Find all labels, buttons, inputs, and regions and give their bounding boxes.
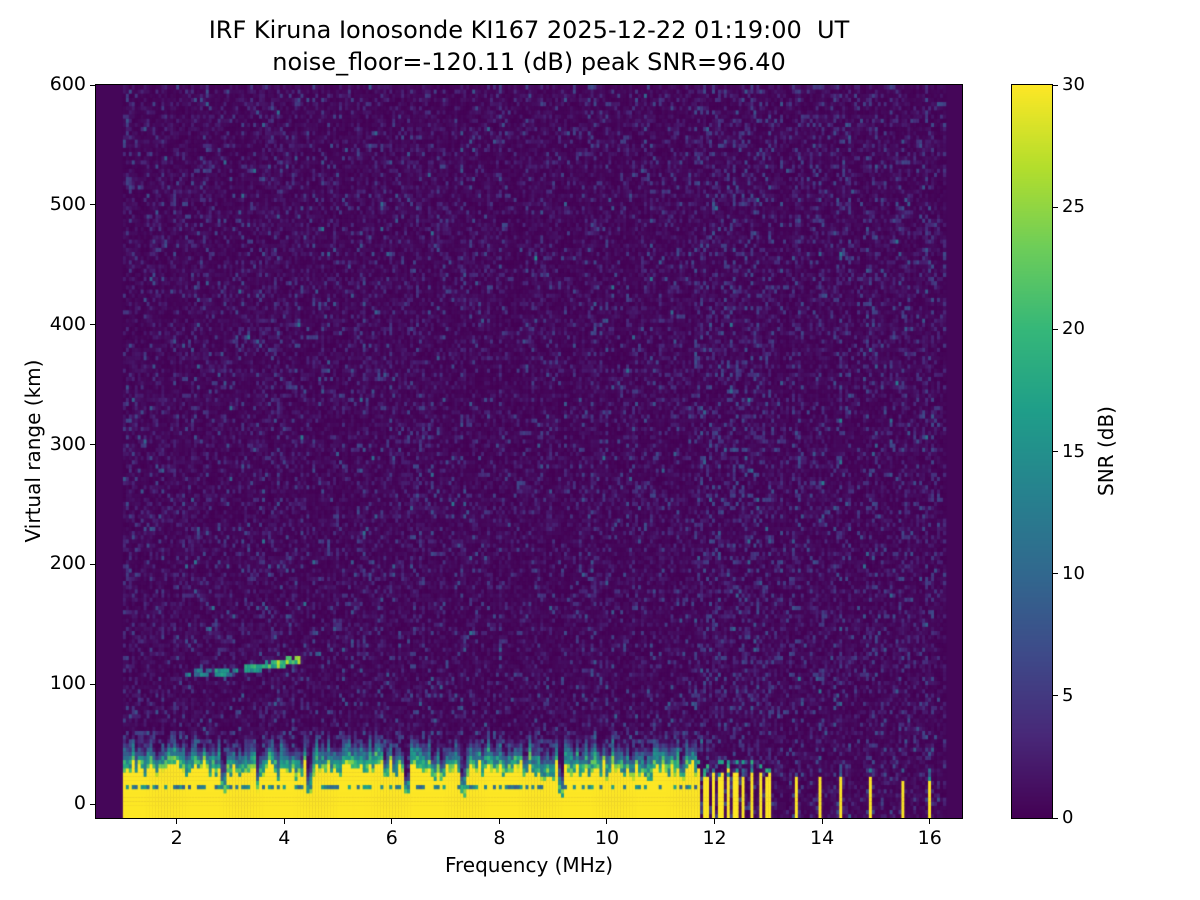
colorbar-tick-mark [1053, 328, 1058, 330]
x-tick-label: 16 [917, 827, 942, 849]
x-tick-label: 14 [810, 827, 835, 849]
y-tick-label: 0 [73, 792, 86, 815]
y-tick-mark [90, 803, 95, 805]
colorbar-tick-label: 20 [1062, 318, 1085, 340]
colorbar-tick-mark [1053, 206, 1058, 208]
y-tick-label: 100 [49, 672, 86, 695]
y-tick-mark [90, 444, 95, 446]
colorbar-tick-mark [1053, 817, 1058, 819]
chart-title: IRF Kiruna Ionosonde KI167 2025-12-22 01… [208, 16, 850, 44]
x-tick-label: 12 [702, 827, 727, 849]
y-tick-label: 600 [49, 73, 86, 95]
colorbar-tick-label: 5 [1062, 684, 1074, 706]
x-tick-label: 4 [278, 827, 291, 849]
colorbar-tick-mark [1053, 695, 1058, 697]
x-tick-mark [929, 819, 931, 824]
x-tick-mark [391, 819, 393, 824]
ionogram-heatmap-canvas [96, 85, 962, 818]
colorbar-tick-mark [1053, 573, 1058, 575]
colorbar-tick-label: 0 [1062, 807, 1074, 828]
colorbar-tick-mark [1053, 84, 1058, 86]
x-tick-label: 6 [385, 827, 398, 849]
y-tick-label: 400 [49, 312, 86, 335]
x-tick-mark [498, 819, 500, 824]
y-axis-label: Virtual range (km) [21, 359, 45, 543]
x-tick-mark [283, 819, 285, 824]
x-tick-label: 2 [170, 827, 183, 849]
x-axis-label: Frequency (MHz) [444, 853, 614, 877]
colorbar-tick-mark [1053, 451, 1058, 452]
x-tick-mark [606, 819, 608, 824]
x-tick-mark [176, 819, 178, 824]
x-tick-mark [714, 819, 716, 824]
chart-title-block: IRF Kiruna Ionosonde KI167 2025-12-22 01… [96, 14, 962, 78]
x-tick-mark [821, 819, 823, 824]
colorbar-tick-label: 25 [1062, 196, 1085, 218]
x-tick-label: 10 [594, 827, 620, 849]
colorbar-tick-label: 30 [1062, 74, 1085, 95]
y-tick-mark [90, 563, 95, 565]
colorbar [1011, 84, 1053, 819]
y-tick-mark [90, 683, 95, 685]
colorbar-gradient-canvas [1012, 85, 1052, 818]
y-tick-mark [90, 324, 95, 326]
chart-subtitle: noise_floor=-120.11 (dB) peak SNR=96.40 [272, 48, 786, 76]
y-tick-mark [90, 84, 95, 86]
y-tick-label: 200 [49, 552, 86, 575]
y-tick-label: 500 [49, 192, 86, 215]
colorbar-label: SNR (dB) [1094, 406, 1118, 496]
plot-area [95, 84, 963, 819]
y-tick-mark [90, 204, 95, 206]
colorbar-tick-label: 10 [1062, 562, 1085, 584]
x-tick-label: 8 [493, 827, 506, 849]
